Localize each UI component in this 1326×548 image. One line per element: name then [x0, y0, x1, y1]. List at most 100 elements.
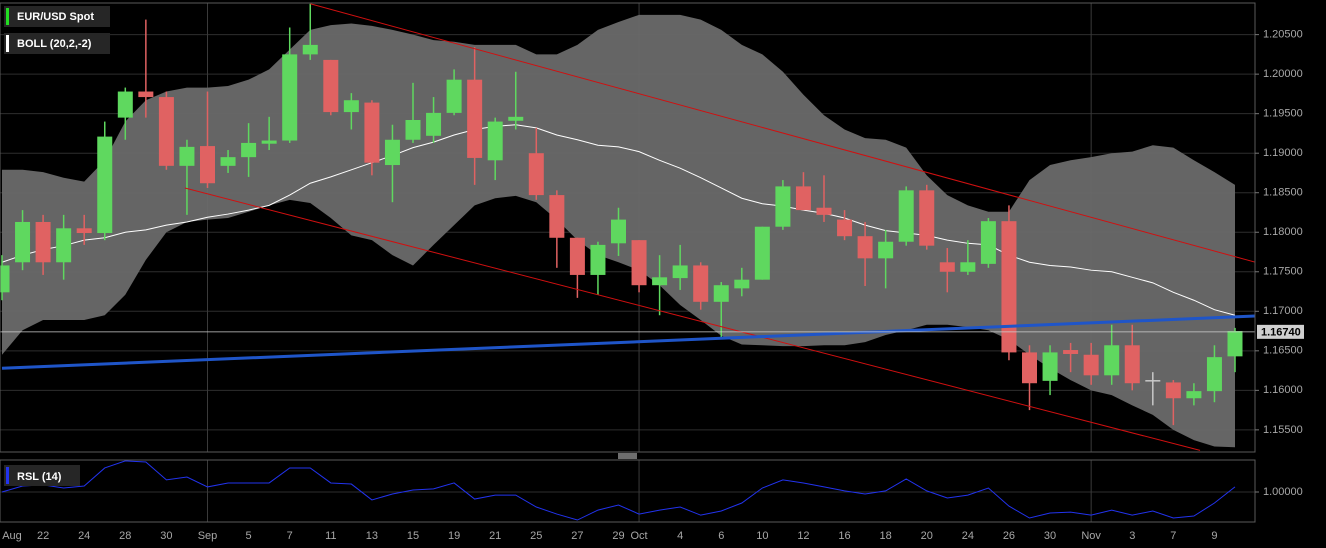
candle-body	[200, 146, 215, 184]
candle-body	[138, 91, 154, 98]
last-price-box	[1257, 324, 1304, 339]
candle-body	[261, 140, 277, 144]
candle-body	[528, 153, 544, 196]
candle-body	[76, 228, 92, 234]
legend-boll: BOLL (20,2,-2)	[4, 33, 110, 54]
bollinger-middle	[1, 124, 1236, 316]
panel-splitter[interactable]	[618, 453, 637, 459]
price-panel-border	[0, 2, 1256, 453]
candle-body	[795, 186, 811, 211]
candle-body	[179, 146, 195, 166]
candle-body	[1042, 352, 1058, 381]
rsl-panel	[0, 460, 1255, 522]
candle-body	[652, 277, 668, 286]
candle-body	[1083, 354, 1099, 376]
candle-body	[611, 219, 626, 244]
x-tick-label: 15	[407, 530, 419, 542]
legend-box	[4, 33, 110, 54]
candle-body	[343, 100, 359, 113]
x-tick-label: 29	[612, 530, 624, 542]
legend-swatch	[6, 35, 9, 52]
legend-rsl: RSL (14)	[4, 465, 80, 486]
candle-body	[816, 207, 832, 215]
x-tick-label: Nov	[1081, 530, 1101, 542]
x-tick-label: 19	[448, 530, 460, 542]
candle-body	[939, 262, 955, 272]
y-tick-label: 1.16500	[1263, 345, 1303, 357]
candle-body	[980, 221, 996, 264]
x-tick-label: 25	[530, 530, 542, 542]
x-tick-label: 28	[119, 530, 131, 542]
candle-body	[693, 265, 709, 302]
x-tick-label: 10	[756, 530, 768, 542]
x-tick-label: Oct	[630, 530, 647, 542]
y-tick-label: 1.17500	[1263, 266, 1303, 278]
y-tick-label: 1.20500	[1263, 29, 1303, 41]
candle-body	[405, 119, 421, 140]
x-tick-label: 16	[838, 530, 850, 542]
candle-body	[282, 54, 298, 141]
legend-price: EUR/USD Spot	[4, 6, 110, 27]
candle-body	[35, 221, 51, 263]
y-tick-label: 1.16000	[1263, 384, 1303, 396]
y-tick-label: 1.19000	[1263, 147, 1303, 159]
x-tick-label: Aug	[2, 530, 22, 542]
candle-body	[446, 79, 462, 113]
y-tick-label: 1.19500	[1263, 108, 1303, 120]
candle-body	[1145, 380, 1161, 382]
x-tick-label: 30	[160, 530, 172, 542]
candle-body	[302, 44, 318, 55]
x-tick-label: 11	[325, 530, 336, 542]
legend-label: RSL (14)	[17, 471, 62, 483]
candle-body	[631, 240, 647, 286]
x-tick-label: 22	[37, 530, 49, 542]
x-tick-label: 9	[1211, 530, 1217, 542]
x-tick-label: 30	[1044, 530, 1056, 542]
candle-body	[569, 237, 585, 275]
x-tick-label: 24	[962, 530, 974, 542]
candle-body	[898, 190, 914, 242]
y-tick-label: 1.18500	[1263, 187, 1303, 199]
x-tick-label: Sep	[198, 530, 218, 542]
candle-body	[1227, 331, 1243, 357]
candle-body	[117, 91, 133, 118]
candle-body	[0, 265, 10, 293]
candle-body	[734, 279, 750, 289]
legend-label: BOLL (20,2,-2)	[17, 38, 92, 50]
x-tick-label: 3	[1129, 530, 1135, 542]
last-price-label: 1.16740	[1261, 326, 1301, 338]
x-tick-label: 6	[718, 530, 724, 542]
x-tick-label: 5	[246, 530, 252, 542]
candle-body	[1001, 221, 1017, 353]
rsl-panel-border	[0, 459, 1256, 523]
candle-body	[754, 226, 770, 280]
price-panel	[0, 3, 1255, 452]
candle-body	[857, 236, 873, 259]
candle-body	[1022, 352, 1037, 384]
x-tick-label: 13	[366, 530, 378, 542]
x-tick-label: 7	[287, 530, 293, 542]
rsl-line	[1, 460, 1236, 521]
candle-body	[15, 221, 31, 263]
x-tick-label: 4	[677, 530, 683, 542]
candle-body	[384, 139, 400, 166]
candle-body	[426, 112, 442, 136]
candle-body	[487, 121, 503, 161]
candle-body	[919, 190, 935, 246]
x-tick-label: 27	[571, 530, 583, 542]
candle-body	[837, 219, 853, 237]
y-tick-label: 1.15500	[1263, 424, 1303, 436]
y-tick-label: 1.18000	[1263, 226, 1303, 238]
y-tick-label: 1.17000	[1263, 305, 1303, 317]
x-tick-label: 18	[880, 530, 892, 542]
trendline	[310, 3, 1255, 263]
x-tick-label: 20	[921, 530, 933, 542]
y-tick-label: 1.00000	[1263, 486, 1303, 498]
candle-body	[56, 228, 72, 263]
y-tick-label: 1.20000	[1263, 68, 1303, 80]
x-tick-label: 26	[1003, 530, 1015, 542]
candle-body	[220, 157, 236, 166]
candle-body	[508, 116, 524, 121]
candle-body	[960, 262, 976, 272]
